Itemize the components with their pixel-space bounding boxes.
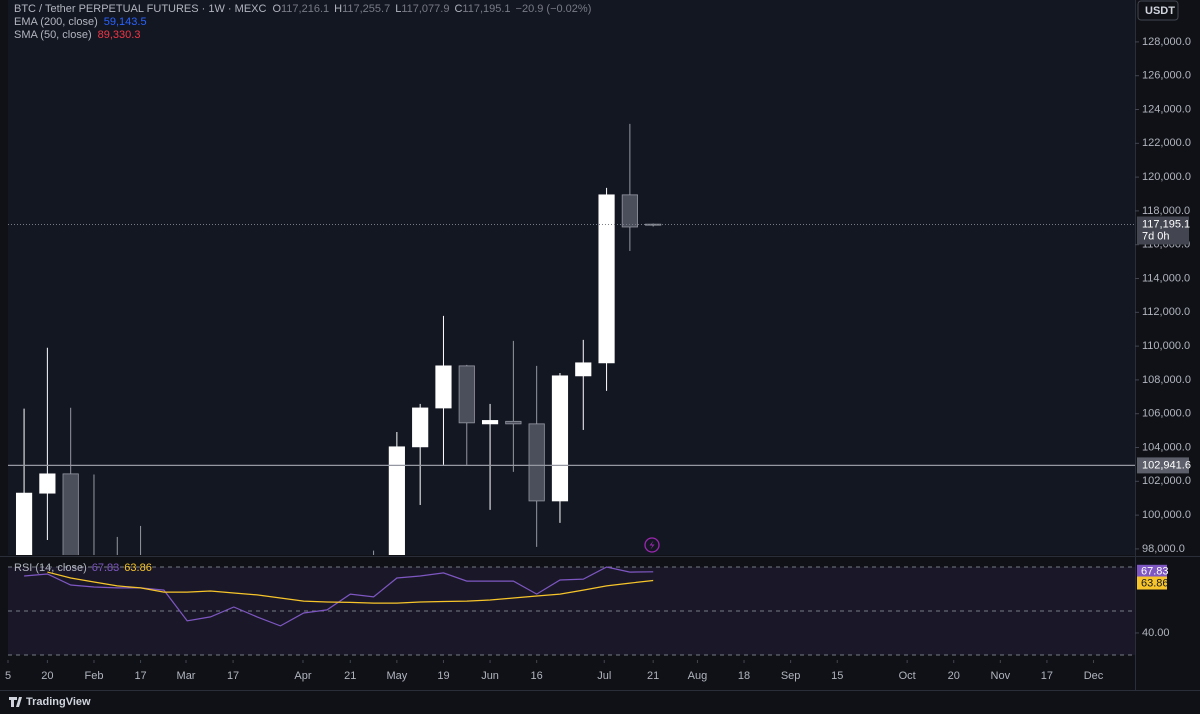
legend: BTC / Tether PERPETUAL FUTURES · 1W · ME… (14, 3, 591, 15)
tradingview-logo[interactable] (9, 697, 22, 707)
ohlc-key: O (272, 3, 281, 15)
y-tick-label: 102,000.0 (1142, 475, 1191, 487)
x-tick-label: Apr (294, 670, 311, 682)
x-tick-label: 21 (344, 670, 356, 682)
rsi-value-box (1137, 564, 1167, 578)
x-tick-label: Feb (84, 670, 103, 682)
x-tick-label: Mar (177, 670, 196, 682)
x-tick-label: 19 (437, 670, 449, 682)
candle-body (505, 420, 522, 425)
lightning-icon[interactable] (644, 537, 660, 553)
rsi-title: RSI (14, close) (14, 562, 87, 574)
x-tick-label: 20 (41, 670, 53, 682)
currency-box (1137, 0, 1179, 21)
candle-body (481, 420, 499, 425)
y-tick-label: 128,000.0 (1142, 36, 1191, 48)
y-tick-label: 114,000.0 (1142, 272, 1190, 284)
ohlc-value: 117,216.1 (281, 3, 329, 15)
candle-body (62, 473, 79, 555)
x-tick-label: May (386, 670, 407, 682)
y-tick-label: 122,000.0 (1142, 137, 1191, 149)
x-tick-label: 17 (134, 670, 146, 682)
ohlc-key: C (454, 3, 462, 15)
rsi-legend-value: 67.83 (92, 562, 120, 574)
rsi-legend: RSI (14, close) 67.83 63.86 (14, 562, 152, 574)
rsi-value-box (1137, 576, 1167, 590)
indicator-legend: EMA (200, close) 59,143.5 (14, 16, 147, 28)
y-tick-label: 104,000.0 (1142, 441, 1191, 453)
y-tick-label: 108,000.0 (1142, 374, 1191, 386)
hline-label-box (1137, 457, 1189, 474)
y-tick-label: 100,000.0 (1142, 509, 1191, 521)
rsi-legend-value: 63.86 (124, 562, 152, 574)
y-tick-label: 120,000.0 (1142, 171, 1191, 183)
indicator-name: EMA (200, close) (14, 16, 98, 28)
ohlc-key: H (334, 3, 342, 15)
brand: TradingView (26, 696, 91, 708)
x-tick-label: Dec (1084, 670, 1104, 682)
y-tick-label: 40.00 (1142, 627, 1170, 639)
candle-body (388, 446, 405, 555)
candle-body (412, 407, 429, 448)
indicator-value: 59,143.5 (104, 16, 147, 28)
x-tick-label: Sep (781, 670, 801, 682)
x-tick-label: 20 (948, 670, 960, 682)
ohlc-key: L (395, 3, 401, 15)
y-tick-label: 110,000.0 (1142, 340, 1190, 352)
hline-label: 102,941.6 (1142, 459, 1191, 471)
price-label-box (1137, 216, 1189, 245)
x-tick-label: 15 (831, 670, 843, 682)
ohlc-value: 117,195.1 (462, 3, 510, 15)
x-tick-label: Jun (481, 670, 499, 682)
x-tick-label: 5 (5, 670, 11, 682)
candle-body (598, 194, 615, 364)
rsi-value-label: 63.86 (1141, 577, 1169, 589)
candle-body (15, 492, 33, 555)
indicator-name: SMA (50, close) (14, 29, 92, 41)
x-tick-label: Nov (991, 670, 1011, 682)
x-tick-label: 21 (647, 670, 659, 682)
candle-body (575, 362, 592, 377)
ohlc-value: 117,077.9 (401, 3, 449, 15)
x-tick-label: Jul (597, 670, 611, 682)
y-tick-label: 124,000.0 (1142, 103, 1191, 115)
candle-body (458, 365, 475, 424)
y-tick-label: 112,000.0 (1142, 306, 1190, 318)
rsi-line (47, 571, 654, 604)
y-tick-label: 126,000.0 (1142, 70, 1191, 82)
candles (15, 123, 662, 555)
rsi-value-label: 67.83 (1141, 566, 1169, 578)
x-tick-label: 17 (1041, 670, 1053, 682)
x-tick-label: 16 (531, 670, 543, 682)
candle-body (621, 194, 638, 228)
x-tick-label: Oct (899, 670, 916, 682)
rsi-lines (24, 566, 654, 627)
change: −20.9 (−0.02%) (516, 3, 592, 15)
x-tick-label: 17 (227, 670, 239, 682)
candle-body (551, 375, 569, 502)
currency: USDT (1145, 5, 1175, 17)
y-tick-label: 106,000.0 (1142, 408, 1191, 420)
candle-body (39, 473, 56, 494)
x-tick-label: 18 (738, 670, 750, 682)
chart-title: BTC / Tether PERPETUAL FUTURES · 1W · ME… (14, 3, 266, 15)
ohlc-value: 117,255.7 (342, 3, 390, 15)
candle-body (528, 423, 545, 502)
indicator-value: 89,330.3 (98, 29, 141, 41)
countdown-label: 7d 0h (1142, 230, 1170, 242)
y-tick-label: 118,000.0 (1142, 205, 1190, 217)
x-tick-label: Aug (688, 670, 708, 682)
indicator-legend: SMA (50, close) 89,330.3 (14, 29, 140, 41)
candle-body (435, 365, 452, 409)
price-pane (8, 0, 1135, 555)
price-label: 117,195.1 (1142, 218, 1190, 230)
y-tick-label: 98,000.0 (1142, 543, 1185, 555)
